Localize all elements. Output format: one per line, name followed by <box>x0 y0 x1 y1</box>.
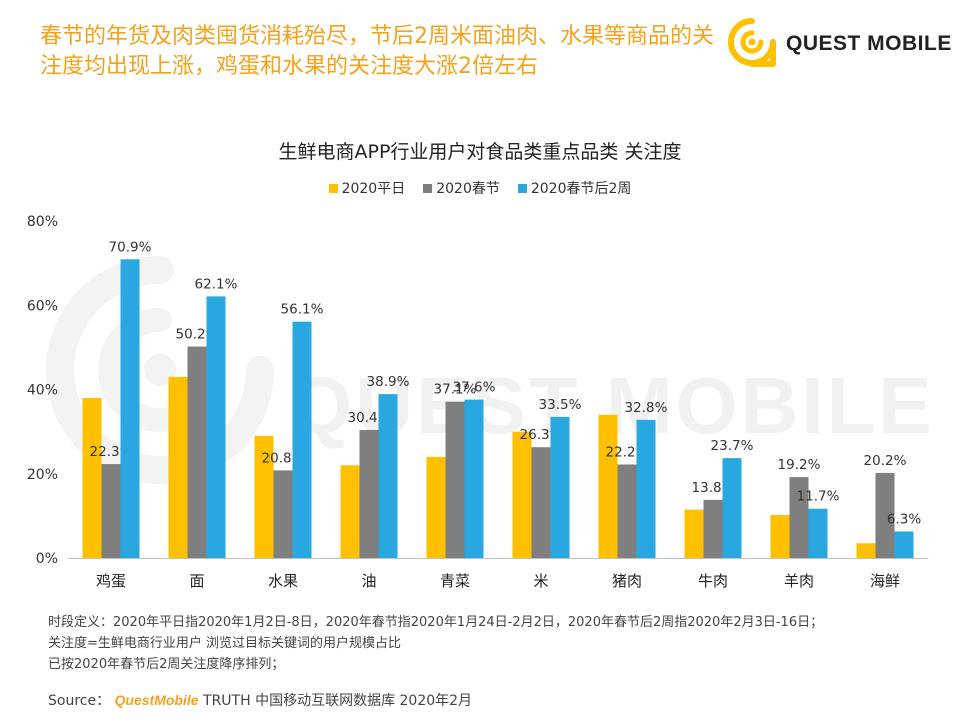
bar-weekday <box>598 414 618 558</box>
bar-after-festival <box>206 296 226 558</box>
data-label-after-festival: 38.9% <box>367 374 410 390</box>
source-brand: QuestMobile <box>114 692 199 708</box>
bar-after-festival <box>120 259 140 558</box>
bar-after-festival <box>378 394 398 558</box>
chart-title: 生鲜电商APP行业用户对食品类重点品类 关注度 <box>278 141 682 163</box>
bar-spring-festival <box>875 472 895 558</box>
bar-after-festival <box>550 416 570 558</box>
data-label-after-festival: 11.7% <box>797 489 840 505</box>
x-tick-label: 牛肉 <box>698 572 728 590</box>
data-label-after-festival: 33.5% <box>539 397 582 413</box>
bar-spring-festival <box>531 447 551 558</box>
legend-item-weekday: 2020平日 <box>328 178 406 198</box>
x-tick-label: 面 <box>189 572 204 590</box>
page-headline: 春节的年货及肉类囤货消耗殆尽，节后2周米面油肉、水果等商品的关注度均出现上涨，鸡… <box>40 24 714 79</box>
bar-spring-festival <box>101 464 121 558</box>
x-tick-label: 水果 <box>268 572 298 590</box>
legend-item-spring-festival: 2020春节 <box>423 178 500 198</box>
bar-after-festival <box>722 458 742 558</box>
bar-weekday <box>82 397 102 558</box>
source-text: TRUTH 中国移动互联网数据库 2020年2月 <box>198 693 473 709</box>
data-label-after-festival: 56.1% <box>281 302 324 318</box>
bar-after-festival <box>292 321 312 558</box>
y-tick-label: 0% <box>36 551 58 567</box>
bar-weekday <box>684 509 704 558</box>
legend-label-after-festival: 2020春节后2周 <box>530 181 632 197</box>
data-label-after-festival: 70.9% <box>109 239 152 255</box>
data-label-after-festival: 62.1% <box>195 276 238 292</box>
footnote-period: 时段定义：2020年平日指2020年1月2日-8日，2020年春节指2020年1… <box>48 615 824 630</box>
brand-name: QUEST MOBILE <box>786 32 952 55</box>
bar-weekday <box>254 435 274 558</box>
y-tick-label: 60% <box>27 298 58 314</box>
x-tick-label: 猪肉 <box>612 572 642 590</box>
data-label-spring-festival: 19.2% <box>778 457 821 473</box>
bar-weekday <box>856 543 876 558</box>
source-line: Source： QuestMobile TRUTH 中国移动互联网数据库 202… <box>48 690 472 710</box>
data-label-after-festival: 6.3% <box>887 511 921 527</box>
y-tick-label: 20% <box>27 467 58 483</box>
bar-spring-festival <box>273 470 293 558</box>
legend-swatch-spring-festival <box>423 183 433 193</box>
source-label: Source： <box>48 693 111 709</box>
quest-mobile-logo-icon <box>728 18 776 67</box>
data-label-after-festival: 37.6% <box>453 380 496 396</box>
footnote-definition: 关注度=生鲜电商行业用户 浏览过目标关键词的用户规模占比 <box>48 636 402 651</box>
y-tick-label: 40% <box>27 383 58 399</box>
bar-weekday <box>512 431 532 558</box>
legend-label-spring-festival: 2020春节 <box>436 181 500 197</box>
bar-weekday <box>168 376 188 558</box>
brand-logo: QUEST MOBILE <box>722 13 951 73</box>
y-tick-label: 80% <box>27 214 58 230</box>
bar-after-festival <box>894 531 914 558</box>
bar-spring-festival <box>703 499 723 558</box>
bar-weekday <box>770 515 790 558</box>
x-tick-label: 羊肉 <box>784 572 814 590</box>
data-label-after-festival: 23.7% <box>711 438 754 454</box>
legend-label-weekday: 2020平日 <box>341 181 406 197</box>
bar-spring-festival <box>187 346 207 558</box>
bar-after-festival <box>808 508 828 558</box>
legend-swatch-weekday <box>328 183 338 193</box>
x-tick-label: 油 <box>361 572 376 590</box>
bar-weekday <box>426 456 446 558</box>
bar-after-festival <box>636 419 656 558</box>
bar-spring-festival <box>359 429 379 558</box>
footnote-sorting: 已按2020年春节后2周关注度降序排列； <box>48 657 285 672</box>
legend-item-after-festival: 2020春节后2周 <box>517 178 632 198</box>
x-tick-label: 米 <box>533 572 548 590</box>
data-label-spring-festival: 20.2% <box>864 453 907 469</box>
bar-spring-festival <box>617 464 637 558</box>
chart-legend: 2020平日 2020春节 2020春节后2周 <box>0 178 960 198</box>
bar-after-festival <box>464 399 484 558</box>
x-tick-label: 青菜 <box>440 572 470 590</box>
x-tick-label: 海鲜 <box>870 572 900 590</box>
bar-spring-festival <box>789 477 809 558</box>
data-label-after-festival: 32.8% <box>625 400 668 416</box>
legend-swatch-after-festival <box>517 183 527 193</box>
bar-spring-festival <box>445 401 465 558</box>
bar-weekday <box>340 465 360 558</box>
x-tick-label: 鸡蛋 <box>96 572 126 590</box>
data-label-spring-festival: 37.1% <box>434 382 477 398</box>
